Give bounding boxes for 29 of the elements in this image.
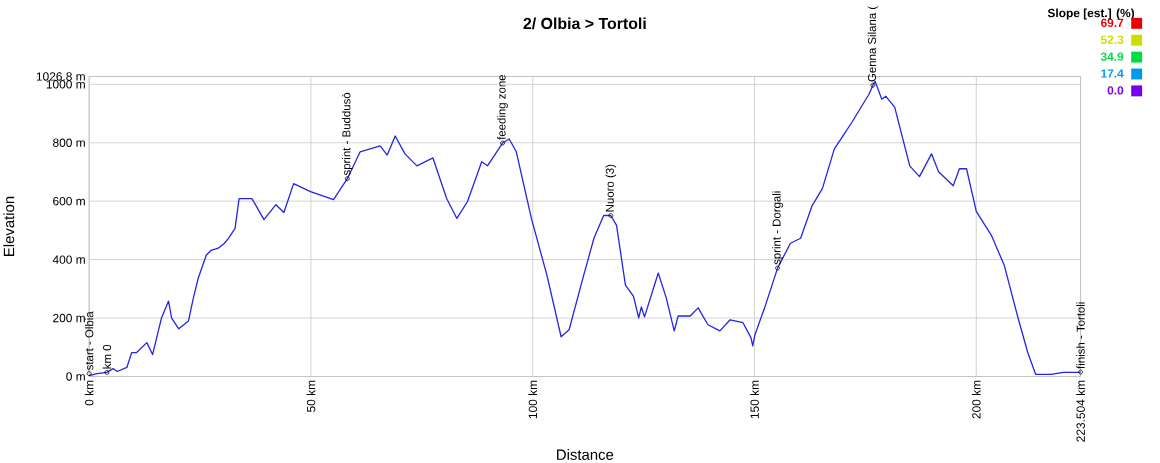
annotation: start - Olbia: [84, 311, 94, 370]
color-bar-label: 0.0: [1107, 86, 1124, 95]
annotation: sprint - Dorgali: [772, 191, 783, 265]
y-tick-label: 800 m: [53, 138, 85, 147]
x-tick-label: 200 km: [971, 380, 981, 419]
y-tick-label: 400 m: [52, 255, 85, 264]
x-axis-title: Distance: [557, 448, 614, 460]
y-tick-label: 0 m: [66, 372, 85, 381]
color-bar-label: 69.7: [1100, 18, 1124, 27]
annotation: sprint - Buddusò: [341, 92, 353, 176]
y-tick-label: 1026.8 m: [36, 72, 85, 81]
x-tick-label: 50 km: [306, 380, 316, 412]
color-bar-label: 34.9: [1100, 52, 1124, 61]
annotation: finish - Tortoli: [1076, 302, 1085, 369]
annotation: km 0: [102, 344, 112, 369]
annotation: Nuoro (3): [605, 164, 617, 212]
y-tick-label: 600 m: [53, 196, 85, 206]
y-axis-title: Elevation: [3, 196, 15, 256]
x-tick-label: 100 km: [528, 380, 538, 419]
color-bar-label: 52.3: [1100, 35, 1124, 44]
color-bar-title: Slope [est.] (%): [1047, 8, 1135, 20]
chart-title: 2/ Olbia > Tortoli: [523, 17, 646, 30]
x-tick-label: 150 km: [750, 380, 759, 419]
annotation: Genna Silana (: [867, 5, 879, 82]
annotation: feeding zone: [497, 74, 508, 140]
color-bar-label: 17.4: [1101, 69, 1124, 78]
x-tick-label: 223.504 km: [1076, 380, 1085, 442]
x-tick-label: 0 km: [84, 380, 94, 406]
y-tick-label: 200 m: [53, 313, 85, 323]
